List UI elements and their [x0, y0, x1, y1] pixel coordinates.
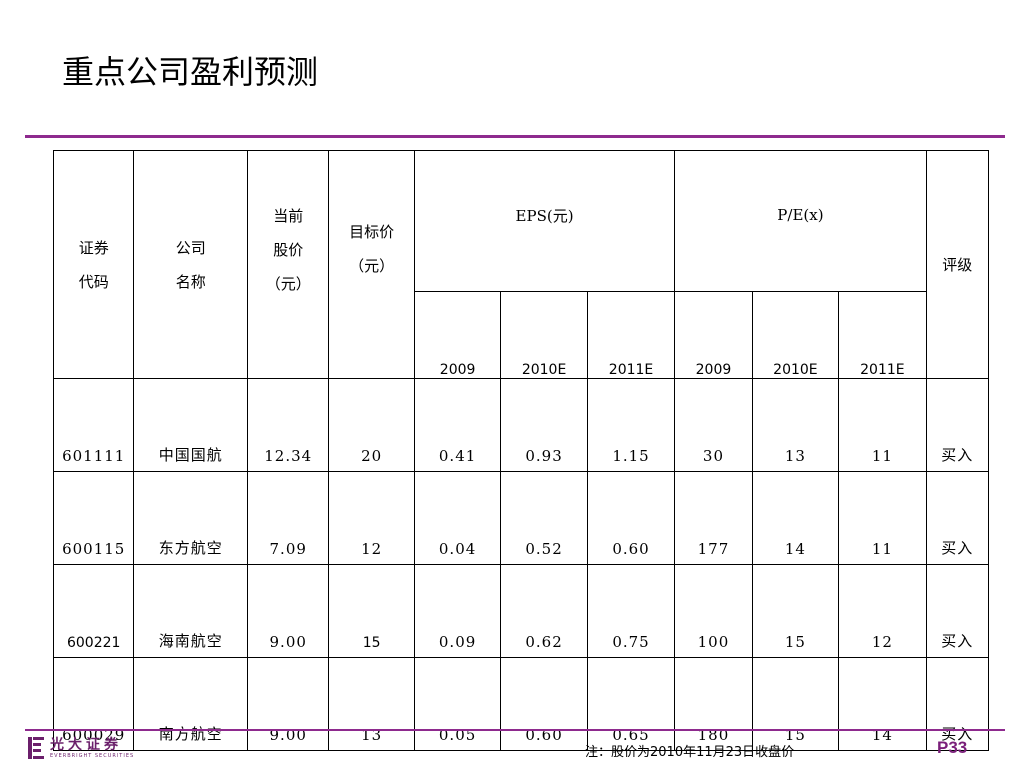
- cell-name: 南方航空: [133, 657, 249, 751]
- header-price: 当前 股价 （元）: [247, 150, 330, 379]
- cell-eps-2010e: 0.93: [500, 378, 588, 472]
- table-row: 600029 南方航空 9.00 13 0.05 0.60 0.65 180 1…: [52, 657, 990, 751]
- cell-name: 中国国航: [133, 378, 249, 472]
- cell-eps-2011e: 0.60: [586, 471, 676, 565]
- header-pe-2010e: 2010E: [751, 291, 840, 379]
- header-target: 目标价 （元）: [328, 150, 415, 379]
- cell-price: 12.34: [247, 378, 330, 472]
- cell-pe-2011e: 14: [838, 657, 927, 751]
- logo-text: 光大证券 EVERBRIGHT SECURITIES: [50, 738, 134, 759]
- table-row: 601111 中国国航 12.34 20 0.41 0.93 1.15 30 1…: [52, 378, 990, 472]
- header-pe: P/E(x): [674, 150, 927, 292]
- header-pe-2011e: 2011E: [838, 291, 927, 379]
- everbright-logo: 光大证券 EVERBRIGHT SECURITIES: [28, 735, 134, 761]
- header-company: 公司 名称: [133, 150, 249, 379]
- cell-eps-2010e: 0.60: [500, 657, 588, 751]
- cell-rating: 买入: [925, 378, 990, 472]
- cell-eps-2010e: 0.52: [500, 471, 588, 565]
- cell-pe-2010e: 15: [751, 564, 840, 658]
- cell-code: 600115: [52, 471, 135, 565]
- top-divider: [25, 135, 1005, 138]
- cell-target: 13: [328, 657, 415, 751]
- cell-price: 9.00: [247, 564, 330, 658]
- everbright-logo-icon: [28, 737, 44, 759]
- header-eps-2011e: 2011E: [586, 291, 676, 379]
- cell-pe-2010e: 13: [751, 378, 840, 472]
- cell-target: 20: [328, 378, 415, 472]
- header-target-line1: 目标价: [349, 223, 395, 241]
- cell-rating: 买入: [925, 657, 990, 751]
- cell-eps-2010e: 0.62: [500, 564, 588, 658]
- header-company-line2: 名称: [175, 272, 206, 291]
- header-code: 证券 代码: [52, 150, 135, 379]
- header-code-line2: 代码: [78, 272, 109, 291]
- header-eps-2010e: 2010E: [500, 291, 588, 379]
- logo-name-cn: 光大证券: [50, 736, 122, 753]
- cell-code: 601111: [52, 378, 135, 472]
- header-eps-label: EPS(元): [515, 206, 574, 225]
- header-price-line1: 当前: [273, 207, 304, 225]
- cell-eps-2009: 0.05: [413, 657, 502, 751]
- header-price-line2: 股价: [273, 241, 304, 259]
- cell-pe-2009: 100: [674, 564, 753, 658]
- cell-rating: 买入: [925, 564, 990, 658]
- header-price-line3: （元）: [265, 275, 311, 293]
- cell-eps-2009: 0.09: [413, 564, 502, 658]
- cell-target: 15: [328, 564, 415, 658]
- slide-title: 重点公司盈利预测: [62, 53, 319, 91]
- header-eps: EPS(元): [413, 150, 676, 292]
- cell-eps-2009: 0.41: [413, 378, 502, 472]
- cell-eps-2011e: 1.15: [586, 378, 676, 472]
- cell-pe-2009: 177: [674, 471, 753, 565]
- cell-pe-2011e: 11: [838, 378, 927, 472]
- header-target-line2: （元）: [349, 257, 395, 275]
- cell-pe-2010e: 14: [751, 471, 840, 565]
- cell-rating: 买入: [925, 471, 990, 565]
- table-subheader-row: 2009 2010E 2011E 2009 2010E 2011E: [54, 291, 989, 379]
- cell-eps-2011e: 0.75: [586, 564, 676, 658]
- table-row: 600221 海南航空 9.00 15 0.09 0.62 0.75 100 1…: [52, 564, 990, 658]
- logo-name-en: EVERBRIGHT SECURITIES: [50, 752, 135, 759]
- cell-eps-2009: 0.04: [413, 471, 502, 565]
- table-row: 600115 东方航空 7.09 12 0.04 0.52 0.60 177 1…: [52, 471, 990, 565]
- cell-pe-2009: 180: [674, 657, 753, 751]
- bottom-divider: [25, 729, 1005, 731]
- cell-pe-2010e: 15: [751, 657, 840, 751]
- header-code-line1: 证券: [78, 238, 109, 257]
- header-pe-2009: 2009: [674, 291, 753, 379]
- cell-pe-2009: 30: [674, 378, 753, 472]
- price-footnote: 注：股价为2010年11月23日收盘价: [585, 745, 795, 760]
- header-rating: 评级: [925, 150, 990, 379]
- cell-code: 600221: [52, 564, 135, 658]
- header-eps-2009: 2009: [413, 291, 502, 379]
- page-number: P33: [937, 738, 968, 757]
- cell-pe-2011e: 12: [838, 564, 927, 658]
- cell-target: 12: [328, 471, 415, 565]
- cell-eps-2011e: 0.65: [586, 657, 676, 751]
- cell-price: 9.00: [247, 657, 330, 751]
- cell-name: 东方航空: [133, 471, 249, 565]
- earnings-forecast-table: 证券 代码 公司 名称 当前 股价 （元） 目标价 （元） EPS(元) P/E…: [52, 150, 990, 751]
- cell-price: 7.09: [247, 471, 330, 565]
- header-company-line1: 公司: [175, 238, 206, 257]
- table-header-row: 证券 代码 公司 名称 当前 股价 （元） 目标价 （元） EPS(元) P/E…: [52, 150, 990, 379]
- header-pe-label: P/E(x): [777, 206, 824, 224]
- cell-pe-2011e: 11: [838, 471, 927, 565]
- cell-name: 海南航空: [133, 564, 249, 658]
